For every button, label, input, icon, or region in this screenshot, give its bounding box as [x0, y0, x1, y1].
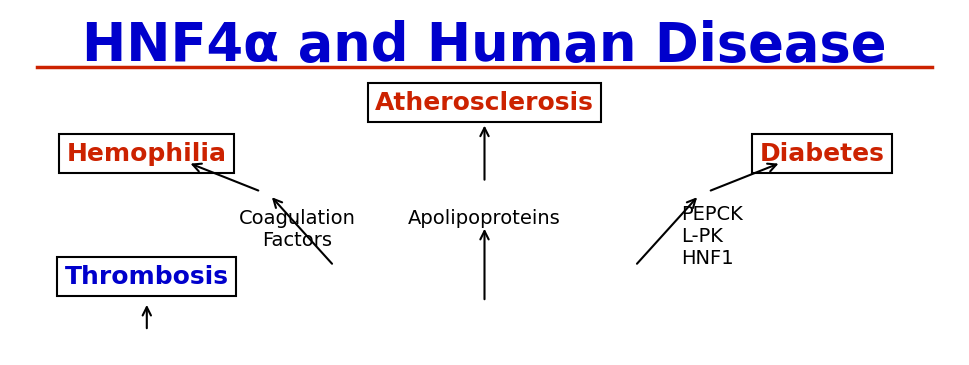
Text: HNF4α and Human Disease: HNF4α and Human Disease: [82, 19, 887, 72]
Text: Coagulation
Factors: Coagulation Factors: [239, 209, 356, 250]
Text: Hemophilia: Hemophilia: [67, 142, 227, 165]
Text: Thrombosis: Thrombosis: [65, 265, 229, 289]
Text: Diabetes: Diabetes: [760, 142, 885, 165]
Text: Atherosclerosis: Atherosclerosis: [375, 91, 594, 115]
Text: PEPCK
L-PK
HNF1: PEPCK L-PK HNF1: [681, 205, 742, 268]
Text: Apolipoproteins: Apolipoproteins: [408, 209, 561, 228]
